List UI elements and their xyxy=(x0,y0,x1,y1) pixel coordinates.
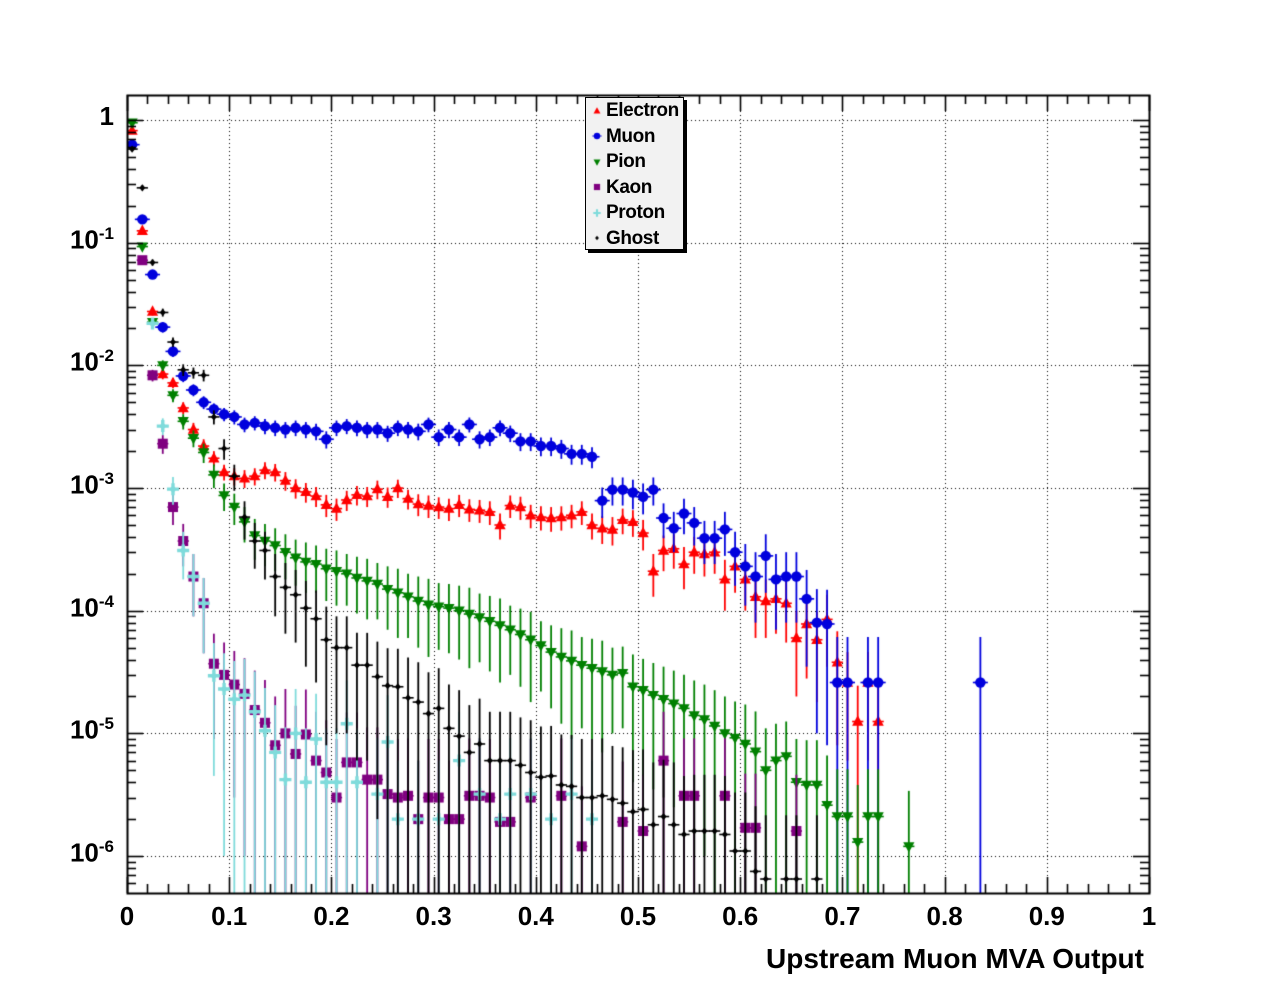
legend-label: Ghost xyxy=(606,227,659,249)
legend-marker-triangle-down-icon xyxy=(589,153,605,170)
legend-entry-proton[interactable]: Proton xyxy=(586,200,683,226)
x-tick-label: 0.9 xyxy=(1028,901,1065,931)
y-tick-label: 10-5 xyxy=(69,714,114,746)
legend-entry-ghost[interactable]: Ghost xyxy=(586,226,683,252)
y-tick-label: 10-3 xyxy=(69,469,114,500)
legend: Electron Muon Pion Kaon Proton Ghost xyxy=(585,97,684,250)
legend-entry-electron[interactable]: Electron xyxy=(586,98,683,124)
legend-marker-square-icon xyxy=(589,179,605,196)
x-tick-label: 1 xyxy=(1141,901,1157,931)
legend-label: Kaon xyxy=(606,176,652,198)
legend-label: Muon xyxy=(606,125,656,147)
legend-marker-triangle-up-icon xyxy=(589,102,605,119)
x-tick-label: 0.3 xyxy=(415,901,452,931)
x-tick-label: 0.6 xyxy=(722,901,759,931)
legend-label: Proton xyxy=(606,202,665,224)
x-tick-label: 0 xyxy=(119,901,135,931)
legend-entry-muon[interactable]: Muon xyxy=(586,124,683,150)
legend-marker-circle-icon xyxy=(589,128,605,145)
legend-marker-cross-icon xyxy=(589,204,605,221)
y-tick-label: 1 xyxy=(99,101,114,132)
legend-entry-pion[interactable]: Pion xyxy=(586,149,683,175)
legend-label: Pion xyxy=(606,151,646,173)
x-axis-title: Upstream Muon MVA Output xyxy=(766,943,1144,974)
y-tick-label: 10-6 xyxy=(69,837,114,868)
x-tick-label: 0.7 xyxy=(824,901,861,931)
y-tick-label: 10-2 xyxy=(69,346,114,378)
legend-entry-kaon[interactable]: Kaon xyxy=(586,175,683,201)
y-tick-label: 10-4 xyxy=(69,591,114,623)
legend-marker-dot-icon xyxy=(589,230,605,247)
x-tick-label: 0.1 xyxy=(211,901,248,931)
x-tick-label: 0.5 xyxy=(619,901,657,931)
x-tick-label: 0.4 xyxy=(517,901,554,931)
legend-label: Electron xyxy=(606,100,679,122)
x-tick-label: 0.8 xyxy=(926,901,963,931)
y-tick-label: 10-1 xyxy=(69,223,114,255)
x-tick-label: 0.2 xyxy=(313,901,350,931)
